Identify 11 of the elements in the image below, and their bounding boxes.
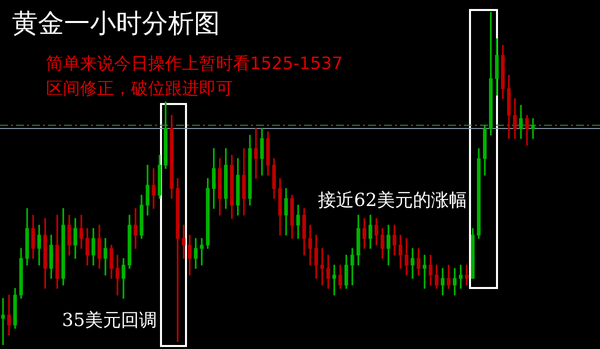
chart-title: 黄金一小时分析图	[12, 8, 220, 41]
candlestick	[134, 208, 138, 249]
candlestick	[254, 128, 258, 179]
annotation: 区间修正，破位跟进即可	[46, 78, 233, 100]
annotation: 简单来说今日操作上暂时看1525-1537	[46, 53, 343, 75]
candlestick	[410, 248, 414, 279]
annotation: 35美元回调	[62, 308, 157, 332]
candlestick	[152, 168, 156, 209]
candlestick	[1, 298, 5, 345]
annotation: 接近62美元的涨幅	[318, 188, 467, 212]
candlestick	[531, 118, 535, 139]
